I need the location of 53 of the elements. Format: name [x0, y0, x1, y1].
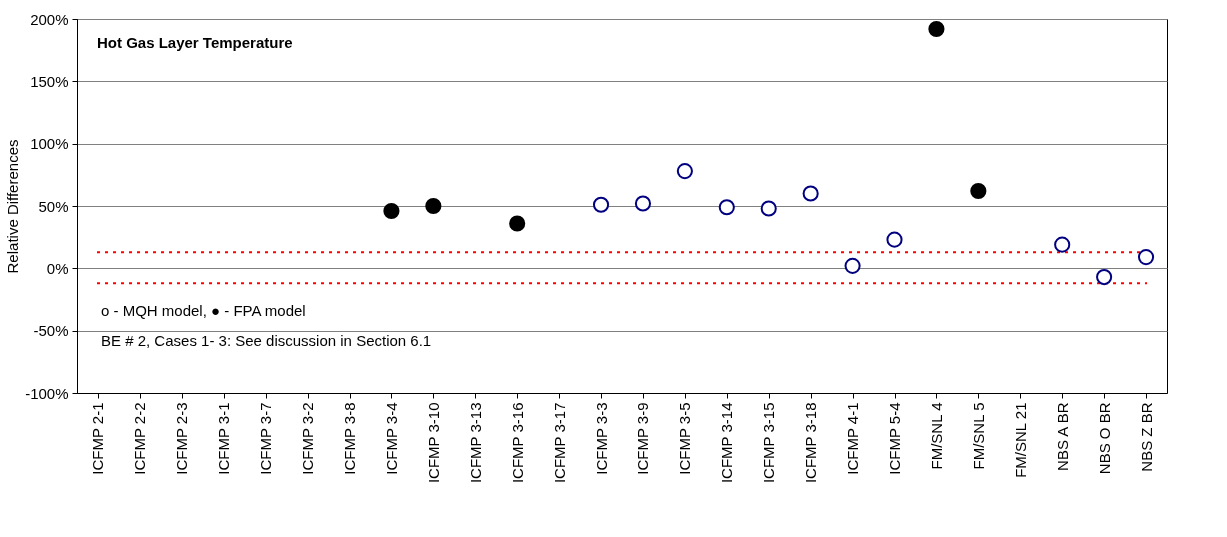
x-tick-label: FM/SNL 5 — [969, 402, 987, 470]
point — [802, 185, 819, 202]
y-tick-label: -50% — [33, 322, 69, 340]
x-tick-label: ICFMP 2-3 — [173, 402, 191, 475]
point — [970, 182, 987, 200]
x-tick-label: ICFMP 3-7 — [257, 402, 275, 475]
x-tick-label: ICFMP 3-4 — [382, 402, 400, 475]
x-tick-label: ICFMP 3-3 — [592, 402, 610, 475]
point — [634, 195, 652, 212]
x-tick-label: ICFMP 5-4 — [886, 402, 903, 475]
point — [1054, 236, 1071, 253]
point — [509, 215, 526, 232]
y-tick-label: 200% — [30, 10, 69, 28]
point — [676, 163, 693, 180]
x-tick-label: ICFMP 4-1 — [844, 402, 862, 475]
point — [886, 231, 903, 248]
x-tick-label: NBS A BR — [1053, 402, 1071, 471]
point — [718, 199, 735, 216]
x-tick-label: NBS O BR — [1095, 402, 1113, 475]
point — [592, 196, 610, 213]
x-tick-label: ICFMP 3-8 — [341, 402, 358, 475]
point — [383, 202, 400, 220]
x-tick-label: ICFMP 3-1 — [215, 402, 233, 475]
x-tick-label: FM/SNL 21 — [1011, 402, 1029, 478]
x-tick-label: ICFMP 3-14 — [718, 402, 736, 484]
x-tick-label: ICFMP 3-5 — [676, 402, 694, 475]
y-tick-label: 100% — [30, 135, 69, 153]
point — [1137, 249, 1155, 266]
x-tick-label: ICFMP 3-9 — [634, 402, 652, 475]
point — [425, 197, 442, 215]
x-tick-label: ICFMP 3-16 — [508, 402, 526, 484]
y-tick-label: 150% — [30, 72, 69, 90]
annotation: o - MQH model, ● - FPA model — [101, 302, 306, 319]
point — [844, 257, 861, 274]
x-tick-label: ICFMP 3-13 — [466, 402, 484, 484]
y-tick-label: 0% — [46, 259, 69, 277]
x-tick-label: ICFMP 3-10 — [424, 402, 442, 484]
x-tick-label: NBS Z BR — [1137, 402, 1155, 472]
annotation: BE # 2, Cases 1- 3: See discussion in Section 6.1 — [101, 332, 432, 349]
x-tick-label: ICFMP 2-1 — [89, 402, 107, 475]
y-axis-title: Relative Differences — [4, 139, 22, 274]
point — [928, 20, 945, 38]
point — [1096, 269, 1113, 286]
x-tick-label: ICFMP 3-17 — [550, 402, 568, 484]
x-tick-label: ICFMP 3-18 — [802, 402, 820, 484]
text: Hot Gas Layer Temperature — [97, 34, 293, 51]
y-tick-label: -100% — [25, 384, 69, 402]
x-tick-label: ICFMP 3-15 — [760, 402, 778, 484]
x-tick-label: ICFMP 2-2 — [131, 402, 149, 475]
point — [760, 200, 777, 217]
x-tick-label: ICFMP 3-2 — [299, 402, 317, 475]
y-tick-label: 50% — [38, 197, 69, 215]
x-tick-label: FM/SNL 4 — [927, 402, 945, 470]
